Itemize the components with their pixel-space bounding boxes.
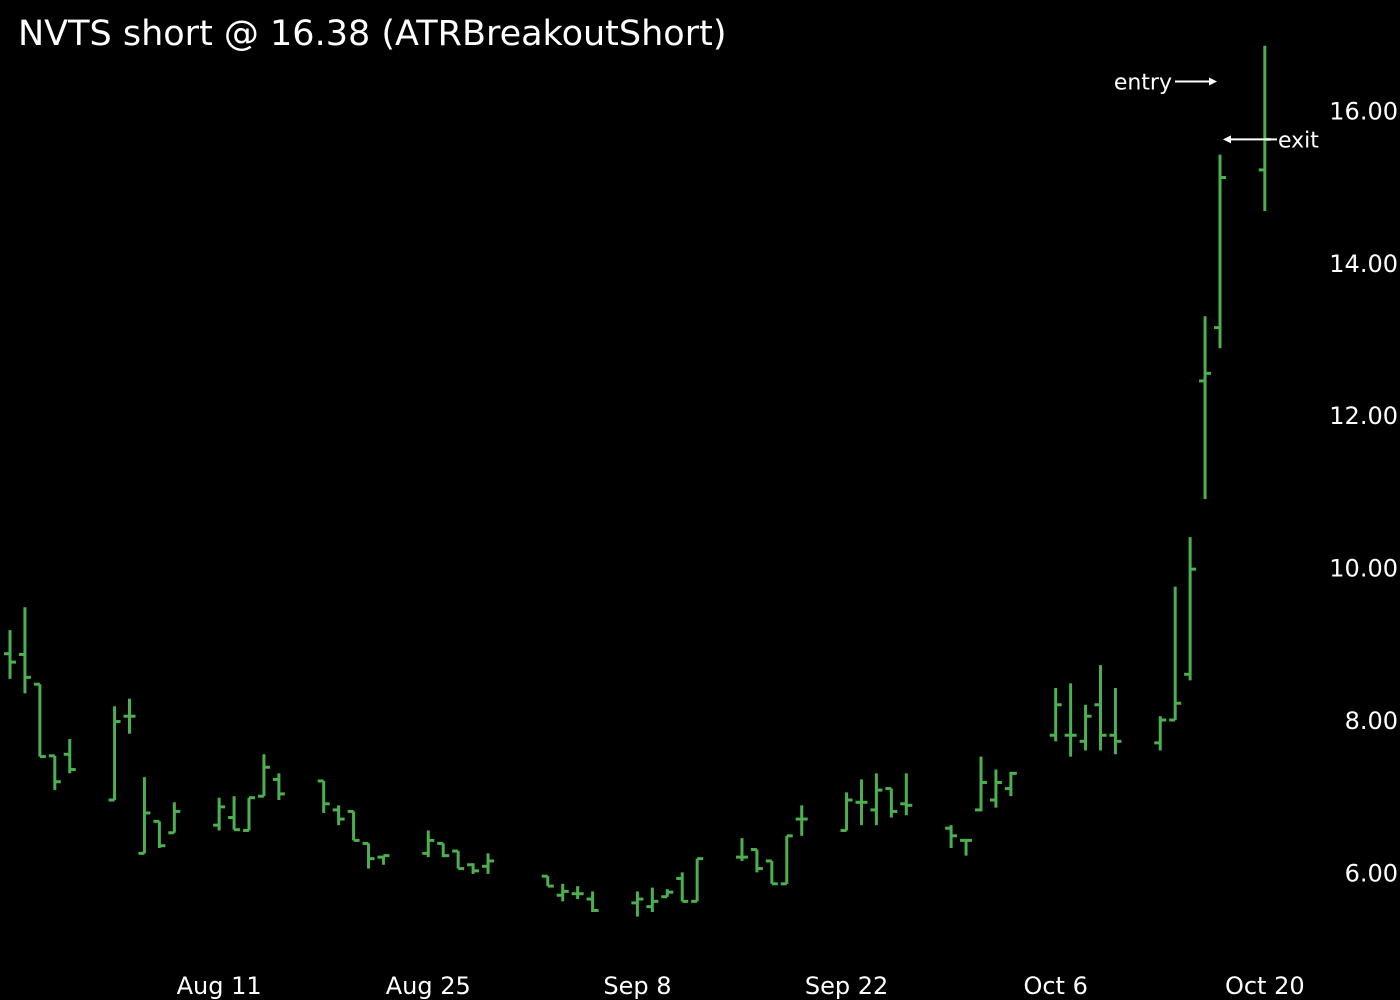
ohlc-bar — [541, 874, 554, 888]
ohlc-bar — [362, 841, 375, 869]
x-tick-label: Oct 20 — [1225, 972, 1305, 1000]
x-axis: Aug 11 Aug 25 Sep 8 Sep 22 Oct 6 Oct 20 — [177, 972, 1305, 1000]
ohlc-bar — [1064, 683, 1077, 757]
y-axis: 6.00 8.00 10.00 12.00 14.00 16.00 — [1329, 97, 1398, 887]
ohlc-bar — [586, 891, 599, 912]
trade-annotations: entry exit — [1114, 71, 1319, 154]
entry-label: entry — [1114, 71, 1172, 96]
ohlc-bar — [900, 773, 913, 816]
ohlc-bar — [243, 796, 256, 832]
ohlc-bar — [1004, 771, 1017, 797]
ohlc-bar — [1109, 688, 1122, 755]
ohlc-bar — [482, 853, 495, 874]
ohlc-bar — [108, 706, 121, 802]
y-tick-label: 14.00 — [1329, 250, 1398, 278]
ohlc-bar — [691, 857, 704, 903]
x-tick-label: Oct 6 — [1023, 972, 1087, 1000]
ohlc-bar — [765, 859, 778, 886]
ohlc-bar — [422, 830, 435, 858]
entry-annotation: entry — [1114, 71, 1217, 96]
ohlc-bar — [795, 805, 808, 836]
ohlc-bar — [228, 796, 241, 832]
x-tick-label: Sep 8 — [603, 972, 671, 1000]
ohlc-bar — [213, 797, 226, 831]
ohlc-bar — [18, 607, 31, 694]
ohlc-bar — [945, 825, 958, 848]
ohlc-bar — [377, 854, 390, 865]
ohlc-bar — [347, 809, 360, 842]
ohlc-bar — [855, 779, 868, 826]
ohlc-bar — [571, 886, 584, 900]
exit-label: exit — [1278, 128, 1319, 153]
ohlc-bar — [272, 773, 285, 800]
exit-annotation: exit — [1223, 128, 1319, 153]
ohlc-bar — [1094, 665, 1107, 751]
ohlc-bar — [1079, 704, 1092, 751]
ohlc-bar — [467, 863, 480, 874]
ohlc-bar — [735, 838, 748, 861]
ohlc-bar — [750, 848, 763, 873]
ohlc-bar — [1258, 45, 1271, 212]
ohlc-bar — [4, 630, 16, 679]
y-tick-label: 16.00 — [1329, 97, 1398, 125]
ohlc-bar — [1214, 154, 1226, 349]
ohlc-bar — [33, 682, 46, 759]
ohlc-bar — [1169, 586, 1182, 722]
y-tick-label: 8.00 — [1345, 707, 1398, 735]
chart-title: NVTS short @ 16.38 (ATRBreakoutShort) — [18, 14, 727, 54]
ohlc-bar — [452, 849, 465, 871]
ohlc-bar — [870, 773, 883, 826]
ohlc-bar — [48, 754, 61, 791]
ohlc-bar — [960, 838, 973, 856]
price-bars — [4, 45, 1271, 917]
ohlc-bar — [1049, 688, 1062, 742]
ohlc-bar — [317, 779, 330, 813]
y-tick-label: 12.00 — [1329, 402, 1398, 430]
ohlc-bar — [631, 891, 644, 917]
ohlc-bar — [780, 834, 793, 886]
y-tick-label: 10.00 — [1329, 555, 1398, 583]
ohlc-bar — [1184, 537, 1197, 681]
ohlc-bar — [332, 805, 345, 826]
ohlc-bar — [885, 787, 898, 818]
ohlc-bar — [974, 756, 987, 812]
ohlc-bar — [676, 872, 689, 903]
ohlc-bar — [123, 698, 136, 734]
ohlc-bar — [840, 792, 853, 832]
x-tick-label: Sep 22 — [805, 972, 888, 1000]
ohlc-bar — [63, 739, 76, 774]
ohlc-bar — [1154, 716, 1167, 751]
y-tick-label: 6.00 — [1345, 859, 1398, 887]
ohlc-bar — [153, 819, 166, 848]
ohlc-bar — [168, 802, 181, 835]
ohlc-bar — [138, 777, 151, 855]
ohlc-bar — [989, 769, 1002, 808]
x-tick-label: Aug 11 — [177, 972, 262, 1000]
ohlc-bar — [1199, 316, 1212, 500]
x-tick-label: Aug 25 — [386, 972, 471, 1000]
ohlc-bar — [556, 883, 569, 902]
ohlc-bar — [661, 889, 674, 899]
ohlc-bar — [646, 887, 659, 912]
ohlc-bar — [437, 841, 450, 858]
ohlc-bar — [257, 754, 270, 798]
